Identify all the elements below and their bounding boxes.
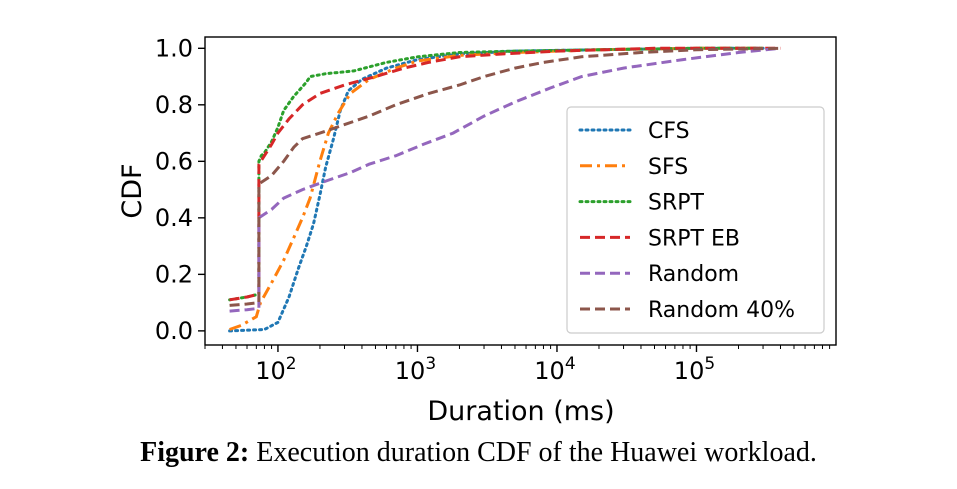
legend-label-3: SRPT EB: [648, 226, 740, 251]
plot-area: [204, 36, 837, 346]
series-line-4: [229, 46, 781, 313]
x-minor-ticks: [204, 345, 831, 349]
x-axis-label: Duration (ms): [427, 396, 614, 427]
caption-text: Execution duration CDF of the Huawei wor…: [249, 437, 817, 468]
axes-border: [204, 36, 837, 346]
y-tick-label: 0.2: [155, 260, 193, 288]
y-tick-label: 0.6: [155, 147, 193, 175]
series-line-3: [229, 46, 781, 302]
x-tick-label: 104: [534, 354, 575, 385]
series-lines: [228, 46, 781, 333]
x-tick-label: 102: [255, 354, 296, 385]
x-tick-label: 103: [395, 354, 436, 385]
y-axis-ticks: 0.0 0.2 0.4 0.6 0.8 1.0: [155, 34, 205, 345]
caption-label: Figure 2:: [140, 437, 250, 468]
legend-label-5: Random 40%: [648, 298, 795, 323]
legend: CFS SFS SRPT SRPT EB Random Random 40%: [566, 106, 825, 334]
x-tick-label: 105: [674, 354, 715, 385]
x-tick-base: 10: [674, 357, 705, 385]
x-tick-base: 10: [395, 357, 426, 385]
x-axis-ticks: 102 103 104 105: [255, 345, 715, 385]
x-tick-exponent: 4: [565, 354, 576, 374]
y-axis-label: CDF: [117, 163, 148, 218]
y-tick-label: 0.8: [155, 91, 193, 119]
x-tick-exponent: 3: [425, 354, 436, 374]
legend-label-0: CFS: [648, 119, 690, 144]
legend-label-1: SFS: [648, 155, 688, 180]
legend-label-4: Random: [648, 262, 739, 287]
x-tick-exponent: 2: [286, 354, 297, 374]
figure-caption: Figure 2: Execution duration CDF of the …: [0, 437, 957, 469]
legend-label-2: SRPT: [648, 191, 705, 216]
legend-box: [566, 106, 825, 334]
series-line-5: [229, 46, 781, 307]
x-tick-base: 10: [534, 357, 565, 385]
series-line-2: [228, 46, 765, 302]
y-tick-label: 1.0: [155, 34, 193, 62]
x-tick-exponent: 5: [704, 354, 715, 374]
y-tick-label: 0.0: [155, 317, 193, 345]
x-tick-base: 10: [255, 357, 286, 385]
y-tick-label: 0.4: [155, 204, 193, 232]
